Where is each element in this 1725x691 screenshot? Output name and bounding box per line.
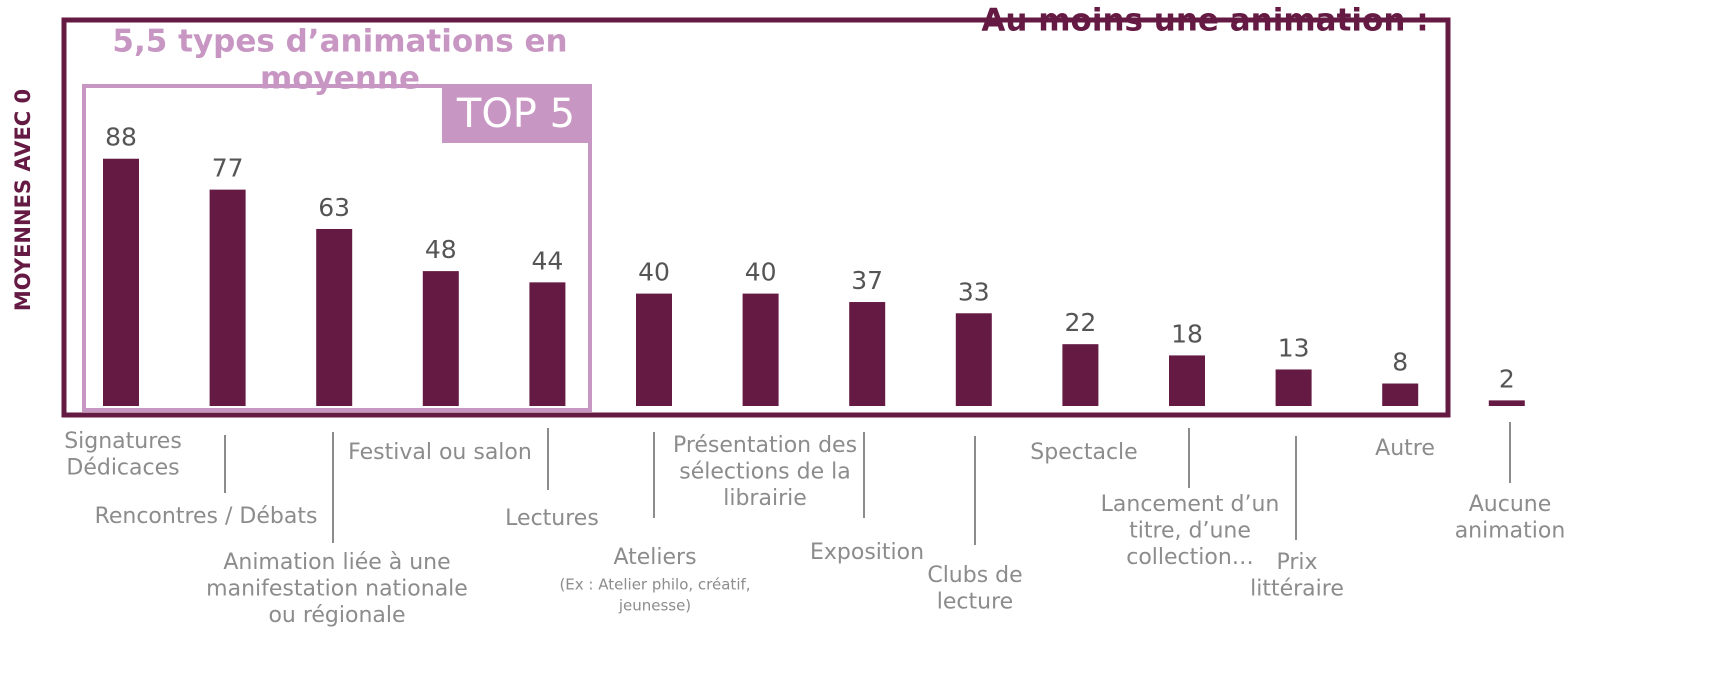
bar [103, 158, 139, 406]
x-tick-label: manifestation nationale [206, 577, 468, 602]
bar [529, 282, 566, 406]
value-label: 88 [105, 123, 137, 152]
x-tick-label: littéraire [1250, 577, 1344, 602]
value-label: 48 [425, 235, 457, 264]
value-label: 33 [958, 277, 990, 306]
bar [1488, 400, 1525, 406]
x-tick-label: Autre [1375, 436, 1435, 461]
category-note: jeunesse) [618, 597, 691, 615]
value-label: 13 [1278, 333, 1310, 362]
x-tick-label: Lectures [505, 506, 599, 531]
frame [61, 17, 1451, 418]
bar [849, 302, 886, 406]
value-label: 40 [638, 258, 670, 287]
top5-frame [82, 84, 592, 412]
x-tick-label: librairie [723, 486, 807, 511]
value-label: 44 [531, 246, 563, 275]
x-tick-label: Prix [1276, 550, 1317, 575]
subtitle: 5,5 types d’animations en [112, 24, 567, 60]
bar [422, 271, 459, 406]
value-label: 22 [1064, 308, 1096, 337]
x-tick-label: Ateliers [613, 545, 696, 570]
bar [636, 293, 672, 406]
x-tick-label: Rencontres / Débats [95, 504, 318, 529]
bar [316, 228, 353, 406]
x-tick-label: collection… [1126, 545, 1254, 570]
bar [955, 313, 992, 406]
x-tick-label: Exposition [810, 540, 924, 565]
x-tick-label: Aucune [1469, 492, 1552, 517]
bar [1169, 355, 1205, 406]
value-label: 37 [851, 266, 883, 295]
value-label: 40 [745, 258, 777, 287]
chart-title: Au moins une animation : [981, 3, 1428, 39]
x-tick-label: Clubs de [927, 563, 1022, 588]
x-tick-label: sélections de la [679, 460, 850, 485]
x-tick-label: ou régionale [268, 603, 405, 628]
bar [1062, 344, 1099, 406]
top5-label: TOP 5 [456, 91, 575, 137]
bar [1275, 369, 1312, 406]
value-label: 2 [1499, 364, 1515, 393]
bar [742, 293, 779, 406]
x-tick-label: Dédicaces [66, 456, 179, 481]
x-tick-label: Signatures [64, 429, 182, 454]
subtitle: moyenne [260, 61, 420, 97]
x-tick-label: animation [1455, 519, 1566, 544]
x-tick-label: lecture [937, 590, 1013, 615]
category-note: (Ex : Atelier philo, créatif, [559, 576, 750, 594]
bar [1382, 383, 1419, 406]
x-tick-label: Présentation des [673, 433, 857, 458]
value-label: 8 [1392, 348, 1408, 377]
value-label: 77 [212, 154, 244, 183]
value-label: 18 [1171, 319, 1203, 348]
x-tick-label: Lancement d’un [1101, 492, 1280, 517]
x-tick-label: Animation liée à une [223, 550, 450, 575]
x-tick-label: titre, d’une [1129, 519, 1251, 544]
x-tick-label: Spectacle [1030, 440, 1137, 465]
y-axis-label: MOYENNES AVEC 0 [11, 89, 35, 311]
value-label: 63 [318, 193, 350, 222]
top5-box [442, 86, 590, 143]
bar [209, 189, 246, 406]
x-tick-label: Festival ou salon [348, 440, 532, 465]
